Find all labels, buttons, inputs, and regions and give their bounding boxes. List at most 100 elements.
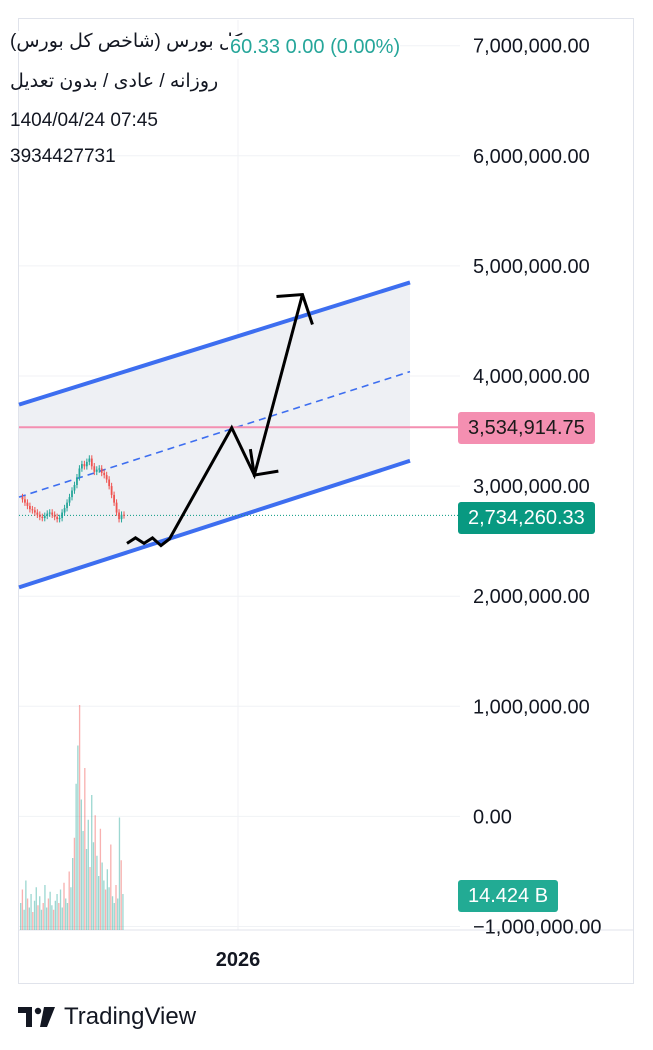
volume-bar — [23, 909, 25, 930]
volume-bar — [52, 909, 55, 930]
price-candle — [90, 458, 93, 467]
volume-bar — [42, 903, 44, 930]
price-candle — [68, 497, 71, 503]
x-axis-tick-label: 2026 — [216, 949, 261, 971]
volume-bar — [89, 867, 91, 930]
volume-bar — [115, 885, 117, 930]
chart-frame — [18, 18, 634, 984]
y-axis-tick-label: 1,000,000.00 — [473, 696, 590, 718]
volume-bar — [122, 894, 124, 930]
symbol-title-row[interactable]: کل بورس (شاخص کل بورس) — [10, 30, 249, 53]
y-axis-tick-label: 0.00 — [473, 806, 512, 828]
volume-bar — [75, 783, 77, 930]
price-candle — [61, 512, 63, 519]
volume-bar — [113, 903, 115, 930]
volume-bar — [91, 795, 93, 930]
volume-bar — [120, 860, 122, 930]
volume-bar — [118, 817, 121, 930]
y-axis-tick-label: 4,000,000.00 — [473, 366, 590, 388]
volume-bar — [32, 912, 34, 930]
price-candle — [95, 469, 98, 472]
volume-bar — [54, 900, 56, 930]
volume-bar — [73, 837, 76, 930]
price-candle — [98, 468, 101, 470]
volume-bar — [33, 900, 36, 930]
symbol-title[interactable]: کل بورس (شاخص کل بورس) — [10, 31, 249, 52]
volume-bar — [87, 819, 89, 930]
volume-bar — [72, 858, 74, 930]
volume-bar — [28, 907, 30, 930]
volume-bar — [20, 903, 22, 930]
volume-bar — [61, 907, 63, 930]
price-candle — [71, 490, 73, 498]
price-candle — [38, 514, 41, 517]
tradingview-brand[interactable]: TradingView — [18, 1003, 196, 1031]
price-candle — [113, 494, 115, 503]
volume-bar — [44, 885, 46, 930]
price-candle — [115, 502, 118, 513]
volume-bar — [35, 887, 37, 930]
volume-bar — [98, 876, 100, 930]
datetime-label: 1404/04/24 07:45 — [10, 110, 158, 131]
volume-bar — [110, 844, 112, 930]
volume-bar — [80, 799, 82, 930]
price-candle — [120, 514, 123, 520]
y-axis-tick-label: 6,000,000.00 — [473, 146, 590, 168]
volume-bar — [47, 898, 50, 930]
price-candle — [73, 484, 76, 491]
y-axis-tick-label: 2,000,000.00 — [473, 586, 590, 608]
price-candle — [118, 512, 120, 520]
price-candle — [63, 508, 66, 513]
volume-bar — [70, 887, 72, 930]
price-candle — [48, 512, 51, 514]
tradingview-logo-icon — [18, 1007, 55, 1027]
price-candle — [76, 477, 78, 485]
volume-bar — [58, 903, 60, 930]
y-axis-tick-label: 7,000,000.00 — [473, 36, 590, 58]
interval-label[interactable]: روزانه / عادی / بدون تعدیل — [10, 71, 219, 92]
volume-bar — [96, 855, 98, 930]
volume-bar — [117, 898, 119, 930]
volume-bar — [111, 896, 114, 930]
volume-bar — [94, 815, 96, 930]
y-axis-tick-label: 5,000,000.00 — [473, 256, 590, 278]
volume-bar — [68, 871, 70, 930]
volume-bar — [92, 842, 95, 930]
projection-arrow — [126, 294, 304, 548]
price-candle — [53, 514, 56, 517]
volume-bar — [21, 889, 24, 930]
price-change-readout: 60.33 0.00 (0.00%) — [228, 36, 401, 59]
price-candle — [85, 461, 88, 467]
price-candle — [33, 510, 36, 513]
price-candle — [31, 509, 34, 511]
price-candle — [43, 515, 46, 519]
volume-bar — [65, 898, 67, 930]
price-candle — [26, 502, 29, 506]
price-candle — [110, 486, 113, 495]
volume-bar — [108, 887, 110, 930]
channel-middle-line — [18, 370, 411, 498]
volume-bar — [85, 849, 88, 930]
price-candle — [24, 499, 26, 503]
price-candle — [29, 505, 31, 510]
volume-bar — [99, 828, 102, 930]
price-candle — [83, 464, 86, 467]
volume-bar — [84, 768, 86, 930]
volume-bar — [37, 905, 39, 930]
volume-bar — [106, 869, 108, 930]
price-candle — [41, 516, 44, 519]
price-candle — [108, 479, 111, 487]
volume-bar — [39, 896, 41, 930]
y-axis-tick-label: −1,000,000.00 — [473, 917, 601, 939]
volume-bar — [30, 894, 32, 930]
volume-bar — [101, 862, 103, 930]
price-candle — [105, 475, 108, 480]
projection-arrowhead-up — [276, 292, 314, 326]
price-candle — [78, 468, 81, 478]
price-candle — [51, 512, 54, 515]
price-candle — [88, 458, 91, 462]
volume-bar — [78, 705, 81, 930]
last-price-badge: 2,734,260.33 — [458, 502, 595, 534]
volume-bar — [63, 882, 65, 930]
